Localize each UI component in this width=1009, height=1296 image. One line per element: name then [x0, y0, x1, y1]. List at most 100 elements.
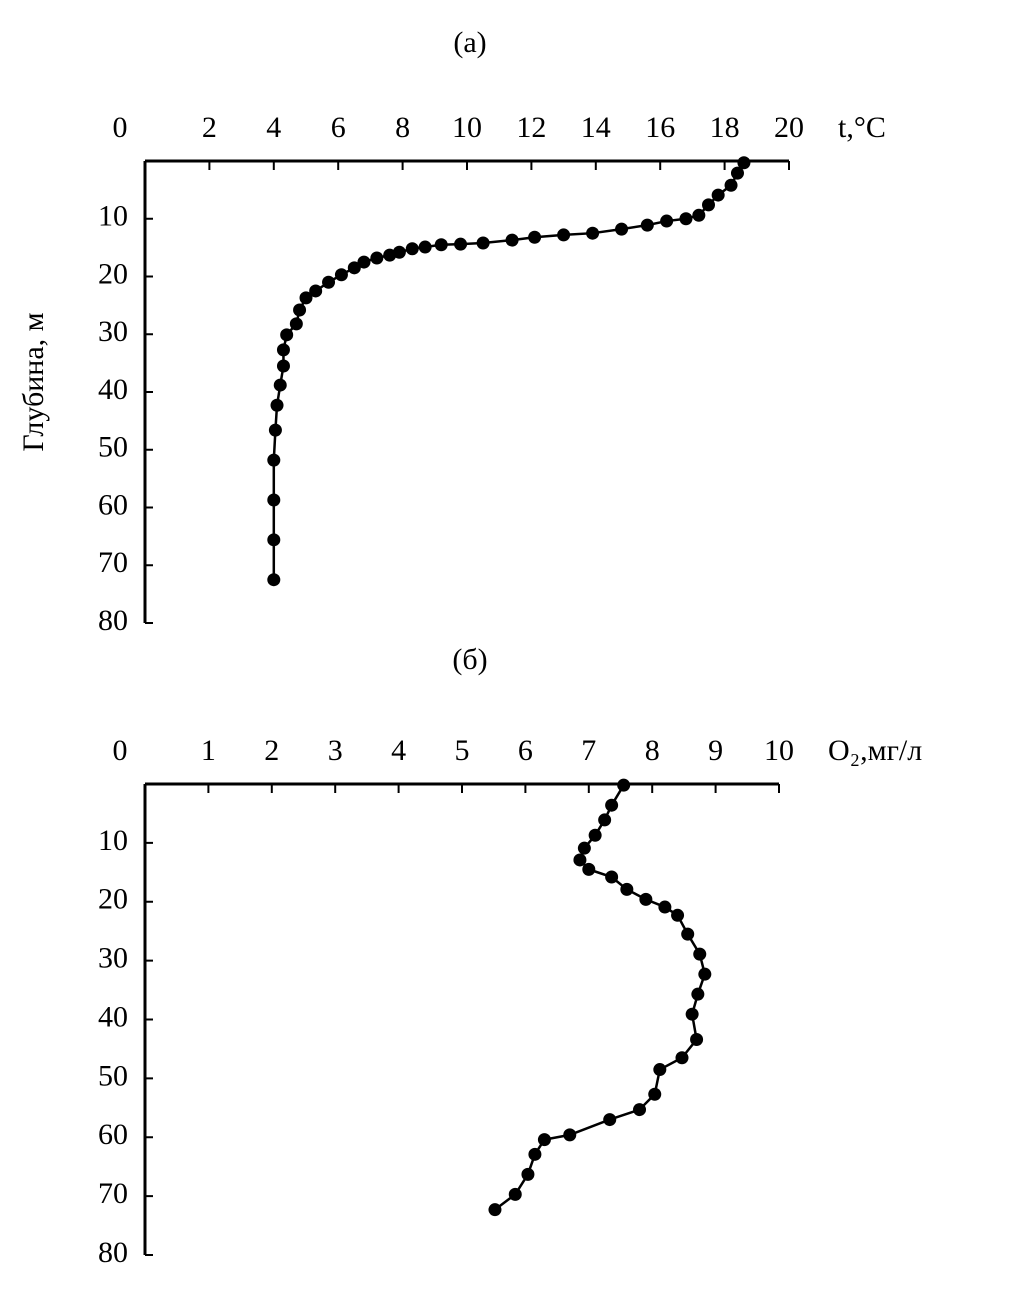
- data-point: [671, 908, 685, 922]
- y-axis-label: Глубина, м: [17, 312, 50, 451]
- data-point: [653, 1063, 667, 1077]
- x-axis-label: O₂,мг/л: [828, 734, 922, 767]
- data-point: [322, 275, 336, 289]
- profile-line: [494, 784, 707, 1211]
- data-point: [620, 882, 634, 896]
- x-tick-label: 6: [518, 734, 533, 767]
- data-point: [633, 1103, 647, 1117]
- x-tick-label: 9: [708, 734, 723, 767]
- data-point: [528, 1147, 542, 1161]
- data-point: [737, 156, 751, 170]
- x-tick-label: 6: [331, 111, 346, 144]
- data-point: [724, 178, 738, 192]
- data-point: [347, 261, 361, 275]
- data-point: [692, 208, 706, 222]
- data-point: [660, 214, 674, 228]
- data-point: [698, 967, 712, 981]
- data-point: [508, 1187, 522, 1201]
- data-point: [648, 1087, 662, 1101]
- data-point: [280, 328, 294, 342]
- x-tick-label: 8: [395, 111, 410, 144]
- data-point: [370, 251, 384, 265]
- data-point: [268, 423, 282, 437]
- x-tick-label: 0: [113, 111, 128, 144]
- data-point: [357, 255, 371, 269]
- y-tick-label: 10: [98, 200, 128, 233]
- chart-title: (б): [452, 643, 487, 676]
- data-point: [605, 798, 619, 812]
- y-tick-label: 80: [98, 1236, 128, 1269]
- data-point: [418, 240, 432, 254]
- y-tick-label: 60: [98, 488, 128, 521]
- data-point: [603, 1113, 617, 1127]
- y-tick-label: 40: [98, 1000, 128, 1033]
- data-point: [675, 1051, 689, 1065]
- y-tick-label: 20: [98, 883, 128, 916]
- x-tick-label: 2: [202, 111, 217, 144]
- data-point: [658, 900, 672, 914]
- x-axis-label: t,°C: [838, 111, 886, 144]
- y-tick-label: 10: [98, 824, 128, 857]
- data-point: [702, 198, 715, 212]
- data-point: [681, 927, 695, 941]
- data-point: [563, 1128, 577, 1142]
- data-point: [521, 1167, 535, 1181]
- y-tick-label: 20: [98, 257, 128, 290]
- data-point: [270, 398, 284, 412]
- data-point: [289, 317, 303, 331]
- x-tick-label: 10: [452, 111, 482, 144]
- data-point: [488, 1203, 502, 1217]
- data-point: [405, 242, 419, 256]
- y-tick-label: 40: [98, 373, 128, 406]
- x-tick-label: 8: [645, 734, 660, 767]
- data-point: [528, 230, 542, 244]
- data-point: [276, 343, 290, 357]
- data-point: [476, 236, 490, 250]
- x-tick-label: 16: [645, 111, 675, 144]
- data-point: [454, 237, 468, 251]
- data-point: [577, 841, 591, 855]
- data-point: [299, 291, 313, 305]
- data-point: [691, 987, 705, 1001]
- data-point: [573, 853, 587, 867]
- data-point: [615, 222, 629, 236]
- y-tick-label: 30: [98, 315, 128, 348]
- data-point: [276, 359, 290, 373]
- data-point: [267, 493, 281, 507]
- data-point: [588, 828, 602, 842]
- data-point: [693, 947, 707, 961]
- y-tick-label: 70: [98, 546, 128, 579]
- data-point: [690, 1033, 704, 1047]
- y-tick-label: 60: [98, 1118, 128, 1151]
- data-point: [711, 188, 725, 202]
- data-point: [434, 238, 448, 252]
- x-tick-label: 14: [581, 111, 611, 144]
- chart-title: (а): [453, 26, 486, 59]
- data-point: [617, 778, 631, 792]
- x-tick-label: 12: [516, 111, 546, 144]
- y-tick-label: 50: [98, 1059, 128, 1092]
- data-point: [267, 533, 281, 547]
- x-tick-label: 4: [266, 111, 281, 144]
- y-tick-label: 50: [98, 431, 128, 464]
- y-tick-label: 70: [98, 1177, 128, 1210]
- data-point: [679, 212, 693, 226]
- x-tick-label: 5: [455, 734, 470, 767]
- data-point: [730, 166, 744, 180]
- profile-line: [272, 162, 745, 580]
- data-point: [586, 226, 600, 240]
- data-point: [557, 228, 571, 242]
- data-point: [537, 1133, 551, 1147]
- data-point: [685, 1007, 699, 1021]
- data-point: [273, 378, 287, 392]
- data-point: [267, 453, 281, 467]
- data-point: [293, 303, 307, 317]
- data-point: [640, 218, 654, 232]
- x-tick-label: 1: [201, 734, 216, 767]
- data-point: [309, 284, 323, 298]
- x-tick-label: 10: [764, 734, 794, 767]
- x-tick-label: 7: [581, 734, 596, 767]
- x-tick-label: 3: [328, 734, 343, 767]
- x-tick-label: 20: [774, 111, 804, 144]
